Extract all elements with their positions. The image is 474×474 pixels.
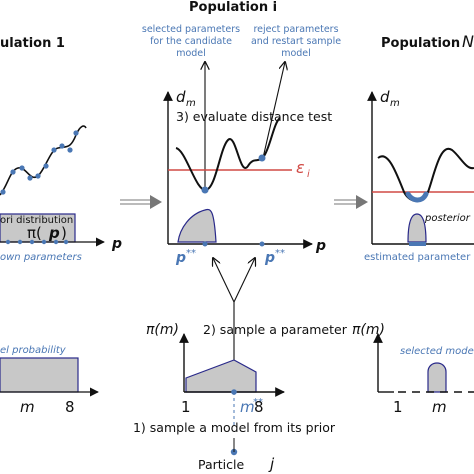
right-one-label: 1 bbox=[393, 398, 403, 416]
middle-m-star-dot bbox=[231, 389, 237, 395]
left-known-params-label: own parameters bbox=[0, 252, 82, 263]
right-posterior-density bbox=[407, 213, 427, 243]
left-prior-label: ori distribution bbox=[0, 215, 73, 226]
left-model-prior-box bbox=[0, 357, 79, 393]
middle-dm-subscript: m bbox=[186, 98, 196, 109]
particle-symbol: j bbox=[268, 455, 275, 473]
transition-arrow-left bbox=[120, 195, 162, 209]
middle-one-label: 1 bbox=[181, 398, 191, 416]
left-p-axis-label: p bbox=[111, 236, 122, 252]
middle-eight-label: 8 bbox=[254, 398, 264, 416]
right-posterior-label-box bbox=[422, 209, 474, 224]
left-pi-p-symbol: p bbox=[48, 224, 60, 242]
left-simulated-curve bbox=[0, 125, 87, 196]
middle-p-star-left-dot bbox=[202, 241, 208, 247]
left-eight-label: 8 bbox=[65, 398, 75, 416]
middle-pi-m-label: π(m) bbox=[146, 322, 179, 338]
header-population-n-symbol: N bbox=[462, 32, 474, 51]
middle-accepted-point bbox=[201, 186, 209, 194]
left-pi-p-open: π( bbox=[27, 224, 42, 242]
middle-model-prior bbox=[185, 359, 257, 393]
m-star-sup: ** bbox=[253, 397, 263, 408]
reject-pointer-arrow bbox=[262, 62, 285, 159]
reject-params-line-3: model bbox=[281, 48, 311, 59]
m-star-label: m bbox=[240, 398, 255, 416]
selected-params-line-2: for the candidate bbox=[150, 36, 232, 47]
right-panel: d m posterior estimated parameter π(m) s… bbox=[352, 88, 474, 416]
p-star-right: p bbox=[264, 250, 275, 266]
right-accepted-cluster bbox=[405, 191, 429, 203]
right-selected-model-label: selected model bbox=[400, 346, 474, 357]
selected-params-line-3: model bbox=[176, 48, 206, 59]
header-population-1: ulation 1 bbox=[0, 36, 65, 51]
right-pi-m-label: π(m) bbox=[352, 322, 385, 338]
middle-dm-label: d bbox=[176, 88, 186, 106]
transition-arrow-right bbox=[334, 195, 368, 209]
particle-label: Particle bbox=[198, 457, 244, 472]
middle-parameter-density bbox=[177, 208, 217, 243]
left-model-prob-label: el probability bbox=[0, 345, 67, 356]
middle-rejected-point bbox=[258, 154, 266, 162]
fork-arrow-right bbox=[233, 258, 255, 303]
sample-parameter-label: 2) sample a parameter bbox=[203, 322, 348, 337]
right-dm-subscript: m bbox=[390, 98, 400, 109]
reject-params-line-1: reject parameters bbox=[253, 24, 338, 35]
p-star-left: p bbox=[175, 250, 186, 266]
epsilon-label: ε bbox=[296, 158, 305, 177]
reject-params-line-2: and restart sample bbox=[251, 36, 341, 47]
middle-panel: selected parameters for the candidate mo… bbox=[133, 24, 348, 473]
sample-model-label: 1) sample a model from its prior bbox=[133, 420, 336, 435]
right-m-label: m bbox=[432, 398, 447, 416]
p-star-left-sup: ** bbox=[186, 248, 196, 259]
right-posterior-label: posterior bbox=[424, 213, 471, 224]
header-population-n: Population bbox=[381, 36, 460, 51]
evaluate-distance-label: 3) evaluate distance test bbox=[176, 109, 332, 124]
left-m-label: m bbox=[20, 398, 35, 416]
middle-distance-curve bbox=[175, 117, 281, 191]
left-pi-p-close: ) bbox=[61, 224, 67, 242]
left-data-points bbox=[0, 130, 79, 195]
selected-params-line-1: selected parameters bbox=[142, 24, 240, 35]
right-distance-curve bbox=[377, 147, 474, 202]
fork-arrow-left bbox=[213, 258, 235, 303]
middle-p-axis-label: p bbox=[315, 238, 326, 254]
header-population-i: Population i bbox=[189, 0, 277, 15]
left-panel: ori distribution π( p ) p own parameters… bbox=[0, 125, 122, 416]
right-selected-model-bar bbox=[427, 362, 447, 393]
epsilon-subscript: i bbox=[307, 169, 310, 180]
left-known-param-ticks bbox=[5, 239, 69, 245]
right-estimated-label: estimated parameter bbox=[364, 252, 471, 263]
right-dm-label: d bbox=[380, 88, 390, 106]
middle-p-star-right-dot bbox=[259, 241, 265, 247]
p-star-right-sup: ** bbox=[275, 248, 285, 259]
left-prior-box bbox=[0, 213, 76, 243]
